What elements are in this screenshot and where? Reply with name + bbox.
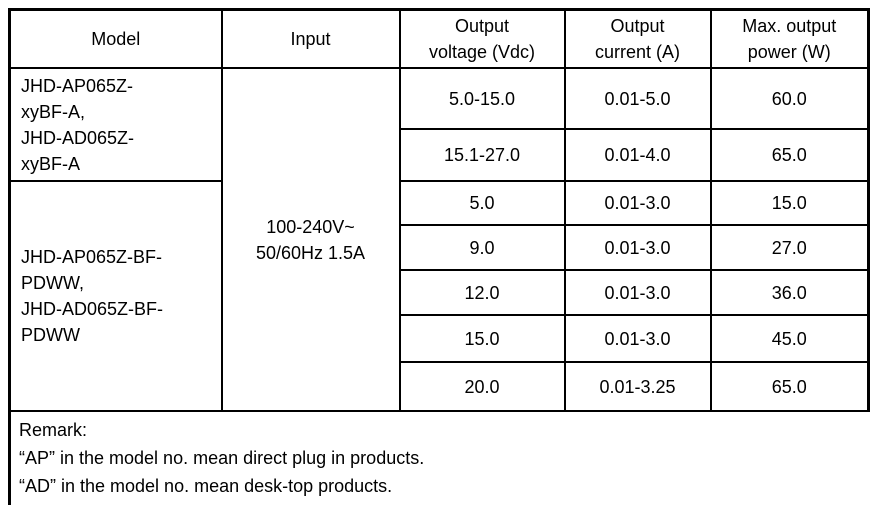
voltage-cell: 12.0 <box>398 269 566 316</box>
col-header-max-output-power: Max. output power (W) <box>709 8 870 69</box>
col-header-output-current: Output current (A) <box>563 8 712 69</box>
voltage-cell: 9.0 <box>398 224 566 271</box>
current-cell: 0.01-5.0 <box>563 67 712 130</box>
input-cell: 100-240V~ 50/60Hz 1.5A <box>220 67 401 412</box>
remark-row: Remark: “AP” in the model no. mean direc… <box>8 410 869 505</box>
remark-line-ap: “AP” in the model no. mean direct plug i… <box>19 448 425 468</box>
remark-cell: Remark: “AP” in the model no. mean direc… <box>8 410 869 505</box>
power-cell: 15.0 <box>709 180 870 226</box>
header-row: Model Input Output voltage (Vdc) Output … <box>8 8 870 69</box>
voltage-cell: 15.0 <box>398 314 566 363</box>
table-row: 12.0 0.01-3.0 36.0 <box>10 269 870 316</box>
power-spec-table: Model Input Output voltage (Vdc) Output … <box>8 8 870 505</box>
col-header-input: Input <box>220 8 401 69</box>
table-row: JHD-AP065Z- xyBF-A, JHD-AD065Z- xyBF-A 1… <box>8 67 870 412</box>
power-cell: 60.0 <box>709 67 870 130</box>
table-row: 15.1-27.0 0.01-4.0 65.0 <box>10 128 870 182</box>
remark-title: Remark: <box>19 420 88 440</box>
model-group-2-cell: JHD-AP065Z-BF- PDWW, JHD-AD065Z-BF- PDWW <box>8 180 223 412</box>
current-cell: 0.01-3.0 <box>563 314 712 363</box>
power-cell: 65.0 <box>709 361 870 412</box>
current-cell: 0.01-4.0 <box>563 128 712 182</box>
current-cell: 0.01-3.0 <box>563 269 712 316</box>
current-cell: 0.01-3.0 <box>563 224 712 271</box>
current-cell: 0.01-3.0 <box>563 180 712 226</box>
table-row: 20.0 0.01-3.25 65.0 <box>10 361 870 412</box>
table-row: 9.0 0.01-3.0 27.0 <box>10 224 870 271</box>
power-cell: 65.0 <box>709 128 870 182</box>
power-cell: 27.0 <box>709 224 870 271</box>
voltage-cell: 20.0 <box>398 361 566 412</box>
voltage-cell: 5.0 <box>398 180 566 226</box>
col-header-model: Model <box>8 8 223 69</box>
power-cell: 36.0 <box>709 269 870 316</box>
col-header-output-voltage: Output voltage (Vdc) <box>398 8 566 69</box>
table-row: JHD-AP065Z-BF- PDWW, JHD-AD065Z-BF- PDWW… <box>8 180 870 412</box>
voltage-cell: 5.0-15.0 <box>398 67 566 130</box>
power-cell: 45.0 <box>709 314 870 363</box>
model-group-1-cell: JHD-AP065Z- xyBF-A, JHD-AD065Z- xyBF-A <box>8 67 223 182</box>
current-cell: 0.01-3.25 <box>563 361 712 412</box>
voltage-cell: 15.1-27.0 <box>398 128 566 182</box>
table-row: 15.0 0.01-3.0 45.0 <box>10 314 870 363</box>
remark-line-ad: “AD” in the model no. mean desk-top prod… <box>19 476 393 496</box>
